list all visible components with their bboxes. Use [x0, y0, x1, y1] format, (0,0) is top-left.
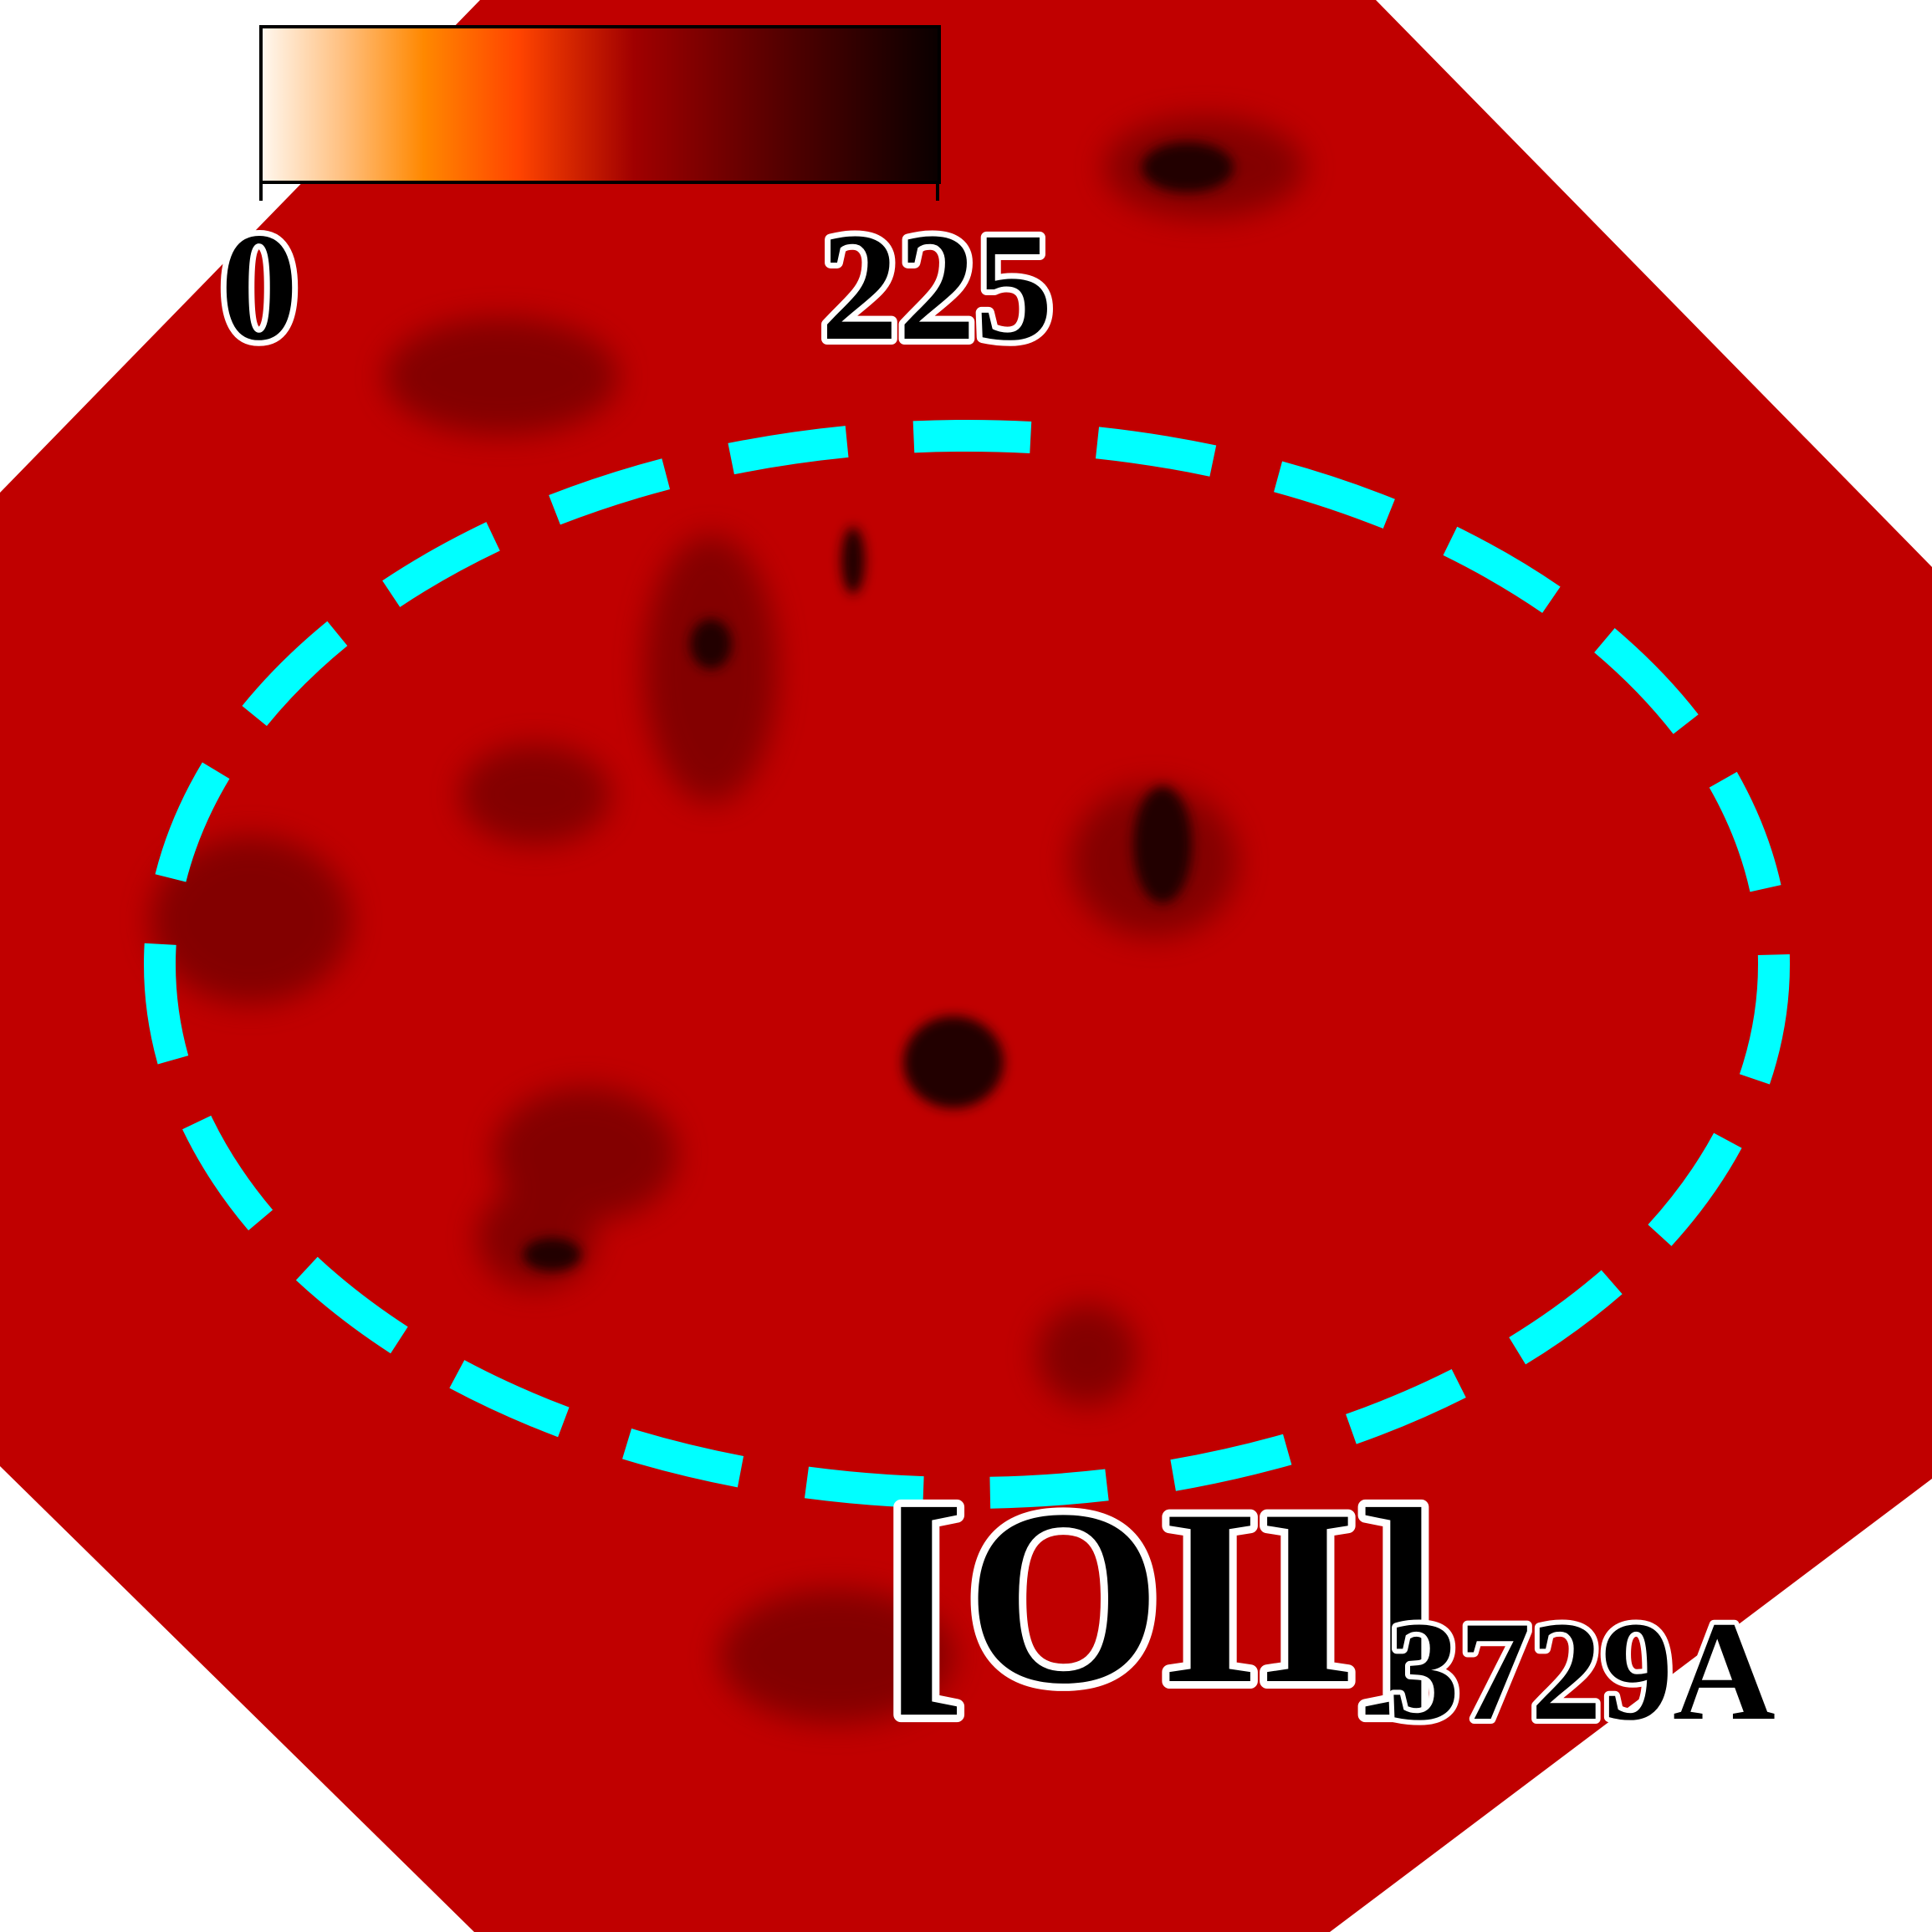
colorbar: [259, 25, 941, 184]
colorbar-min-label: 0: [221, 202, 299, 373]
line-label: [OII]: [882, 1458, 1440, 1735]
dense-clumps: [523, 142, 1234, 1271]
line-label-wavelength: 3729A: [1388, 1592, 1776, 1750]
dark-structures: [151, 117, 1305, 1723]
aperture-ellipse: [144, 420, 1790, 1509]
colorbar-max-label: 225: [820, 202, 1053, 373]
